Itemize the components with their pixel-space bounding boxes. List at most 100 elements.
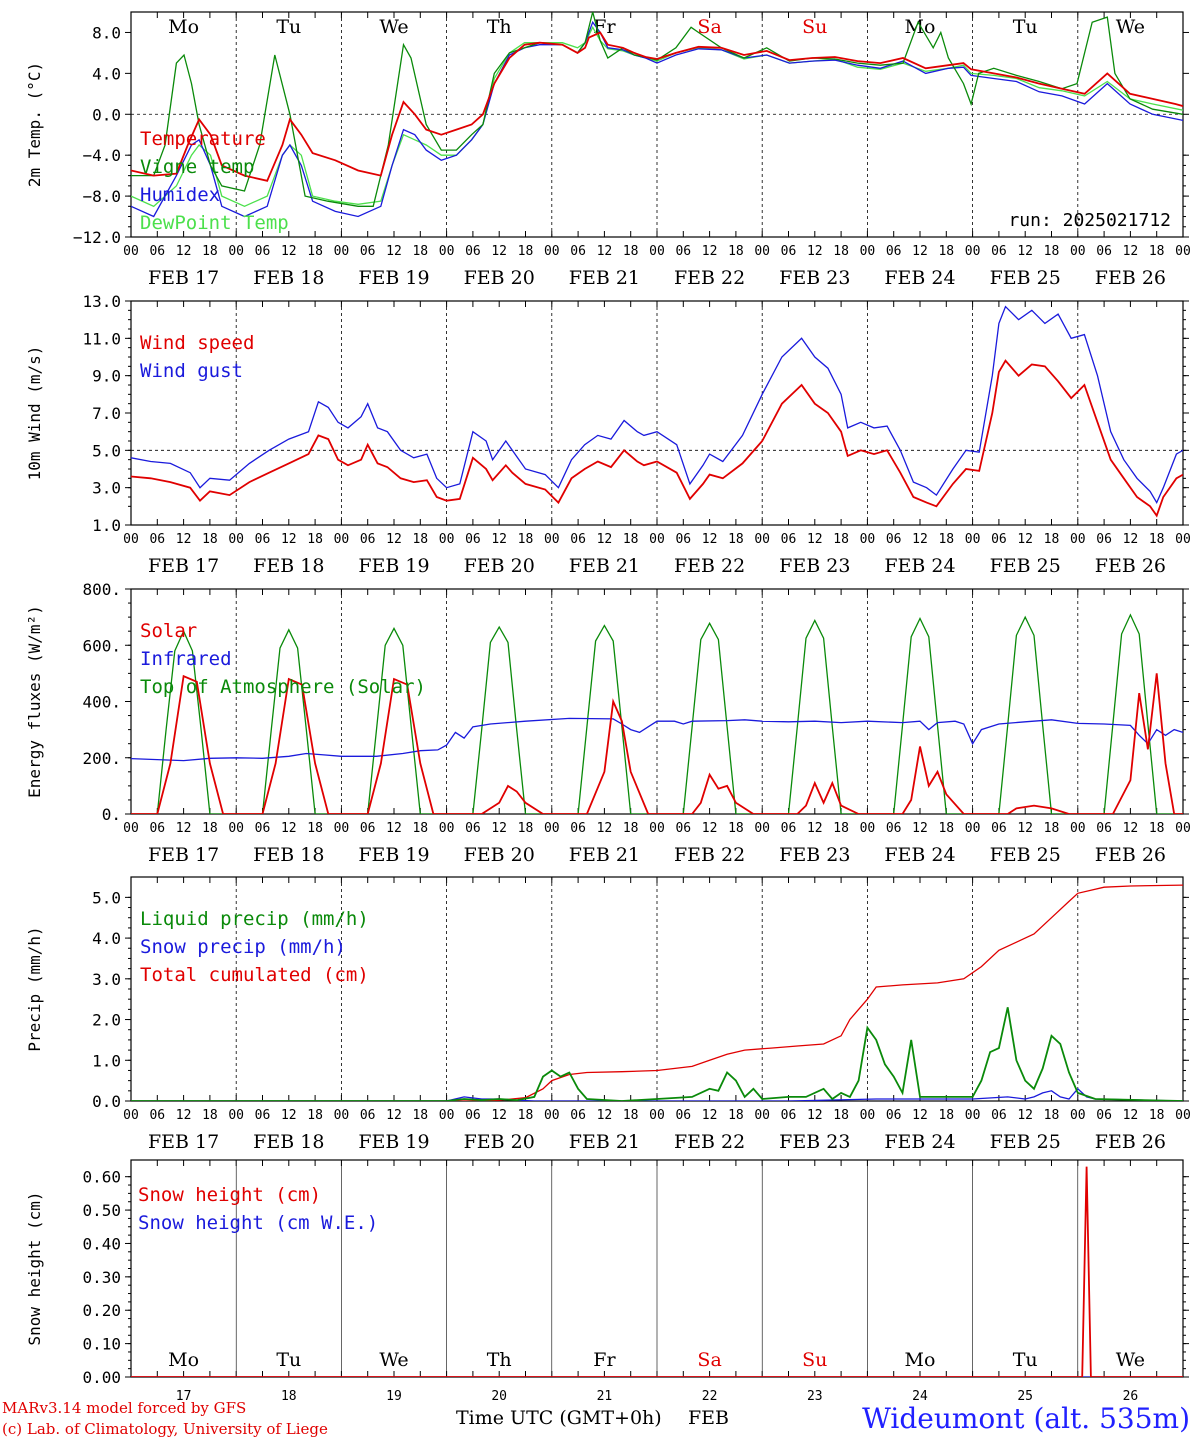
y-tick-label: 0.10 xyxy=(82,1335,121,1354)
day-label: Mo xyxy=(168,16,199,38)
x-date-label: FEB 25 xyxy=(990,267,1061,289)
x-hour-label: 00 xyxy=(544,244,560,259)
x-hour-label: 18 xyxy=(1044,1108,1060,1123)
x-hour-label: 00 xyxy=(965,1108,981,1123)
x-hour-label: 00 xyxy=(544,821,560,836)
x-hour-label: 06 xyxy=(465,244,481,259)
x-hour-label: 00 xyxy=(860,532,876,547)
legend-entry: Humidex xyxy=(140,184,220,206)
plot-frame xyxy=(130,588,1184,815)
series-line-solar xyxy=(131,673,1183,814)
y-tick-label: 1.0 xyxy=(92,516,121,535)
y-axis-label: 2m Temp. (°C) xyxy=(25,62,44,187)
x-day-number: 26 xyxy=(1123,1389,1139,1404)
x-hour-label: 06 xyxy=(781,532,797,547)
x-hour-label: 12 xyxy=(1017,244,1033,259)
x-hour-label: 18 xyxy=(518,532,534,547)
y-tick-label: 7.0 xyxy=(92,404,121,423)
x-hour-label: 00 xyxy=(439,821,455,836)
x-date-label: FEB 18 xyxy=(253,267,324,289)
x-hour-label: 06 xyxy=(149,821,165,836)
x-date-label: FEB 23 xyxy=(779,844,850,866)
x-date-label: FEB 23 xyxy=(779,267,850,289)
x-hour-label: 06 xyxy=(465,1108,481,1123)
x-date-label: FEB 19 xyxy=(358,844,429,866)
x-hour-label: 06 xyxy=(465,532,481,547)
x-hour-label: 06 xyxy=(675,1108,691,1123)
x-hour-label: 00 xyxy=(860,244,876,259)
x-hour-label: 00 xyxy=(334,244,350,259)
x-hour-label: 18 xyxy=(307,532,323,547)
y-tick-label: 0.20 xyxy=(82,1301,121,1320)
x-hour-label: 12 xyxy=(702,244,718,259)
day-label: Mo xyxy=(905,16,936,38)
plot-frame xyxy=(130,300,1184,526)
x-day-number: 24 xyxy=(912,1389,928,1404)
day-label: Mo xyxy=(905,1349,936,1371)
series-line-snow-height-cm- xyxy=(131,1166,1183,1377)
series-line-top-of-atmosphere-solar- xyxy=(131,613,1183,814)
legend-entry: Solar xyxy=(140,620,197,642)
x-hour-label: 00 xyxy=(754,1108,770,1123)
x-hour-label: 00 xyxy=(123,244,139,259)
x-hour-label: 18 xyxy=(412,821,428,836)
station-name: Wideumont (alt. 535m) xyxy=(862,1402,1190,1435)
x-day-number: 20 xyxy=(491,1389,507,1404)
y-axis-label: 10m Wind (m/s) xyxy=(25,346,44,481)
x-hour-label: 00 xyxy=(334,1108,350,1123)
x-date-label: FEB 19 xyxy=(358,555,429,577)
y-tick-label: 0.0 xyxy=(92,1092,121,1111)
x-hour-label: 06 xyxy=(886,1108,902,1123)
y-tick-label: 0.30 xyxy=(82,1268,121,1287)
x-day-number: 17 xyxy=(176,1389,192,1404)
y-tick-label: 11.0 xyxy=(82,329,121,348)
x-hour-label: 06 xyxy=(991,532,1007,547)
x-hour-label: 12 xyxy=(281,244,297,259)
series-line-infrared xyxy=(131,717,1183,762)
x-hour-label: 12 xyxy=(597,532,613,547)
x-hour-label: 12 xyxy=(491,532,507,547)
x-hour-label: 00 xyxy=(228,821,244,836)
x-date-label: FEB 26 xyxy=(1095,555,1166,577)
x-hour-label: 00 xyxy=(649,1108,665,1123)
x-date-label: FEB 21 xyxy=(569,844,640,866)
y-tick-label: 4.0 xyxy=(92,929,121,948)
series-line-temperature xyxy=(131,31,1183,182)
y-axis-label: Snow height (cm) xyxy=(25,1191,44,1345)
y-tick-label: 3.0 xyxy=(92,479,121,498)
x-hour-label: 12 xyxy=(176,244,192,259)
y-tick-label: 3.0 xyxy=(92,970,121,989)
x-hour-label: 12 xyxy=(491,821,507,836)
y-tick-label: 0.00 xyxy=(82,1368,121,1387)
y-tick-label: 0.0 xyxy=(92,105,121,124)
x-hour-label: 06 xyxy=(149,244,165,259)
x-hour-label: 18 xyxy=(412,244,428,259)
x-hour-label: 00 xyxy=(228,244,244,259)
x-hour-label: 12 xyxy=(597,244,613,259)
x-hour-label: 12 xyxy=(912,821,928,836)
day-label: Tu xyxy=(276,16,301,38)
x-date-label: FEB 24 xyxy=(884,267,955,289)
x-date-label: FEB 22 xyxy=(674,844,745,866)
legend-entry: Infrared xyxy=(140,648,232,670)
y-axis-label: Energy fluxes (W/m²) xyxy=(25,605,44,798)
legend-entry: Vigne temp xyxy=(140,156,254,178)
x-hour-label: 00 xyxy=(439,244,455,259)
x-date-label: FEB 20 xyxy=(464,844,535,866)
x-hour-label: 00 xyxy=(965,244,981,259)
x-date-label: FEB 21 xyxy=(569,555,640,577)
x-hour-label: 06 xyxy=(781,244,797,259)
x-hour-label: 00 xyxy=(649,532,665,547)
x-date-label: FEB 22 xyxy=(674,1131,745,1153)
day-label: Tu xyxy=(276,1349,301,1371)
y-tick-label: −12.0 xyxy=(73,228,121,247)
x-date-label: FEB 26 xyxy=(1095,844,1166,866)
x-axis-month: FEB xyxy=(688,1407,729,1429)
x-hour-label: 18 xyxy=(833,1108,849,1123)
x-date-label: FEB 18 xyxy=(253,1131,324,1153)
x-hour-label: 12 xyxy=(1123,532,1139,547)
x-hour-label: 12 xyxy=(281,821,297,836)
x-hour-label: 12 xyxy=(912,1108,928,1123)
x-day-number: 21 xyxy=(597,1389,613,1404)
